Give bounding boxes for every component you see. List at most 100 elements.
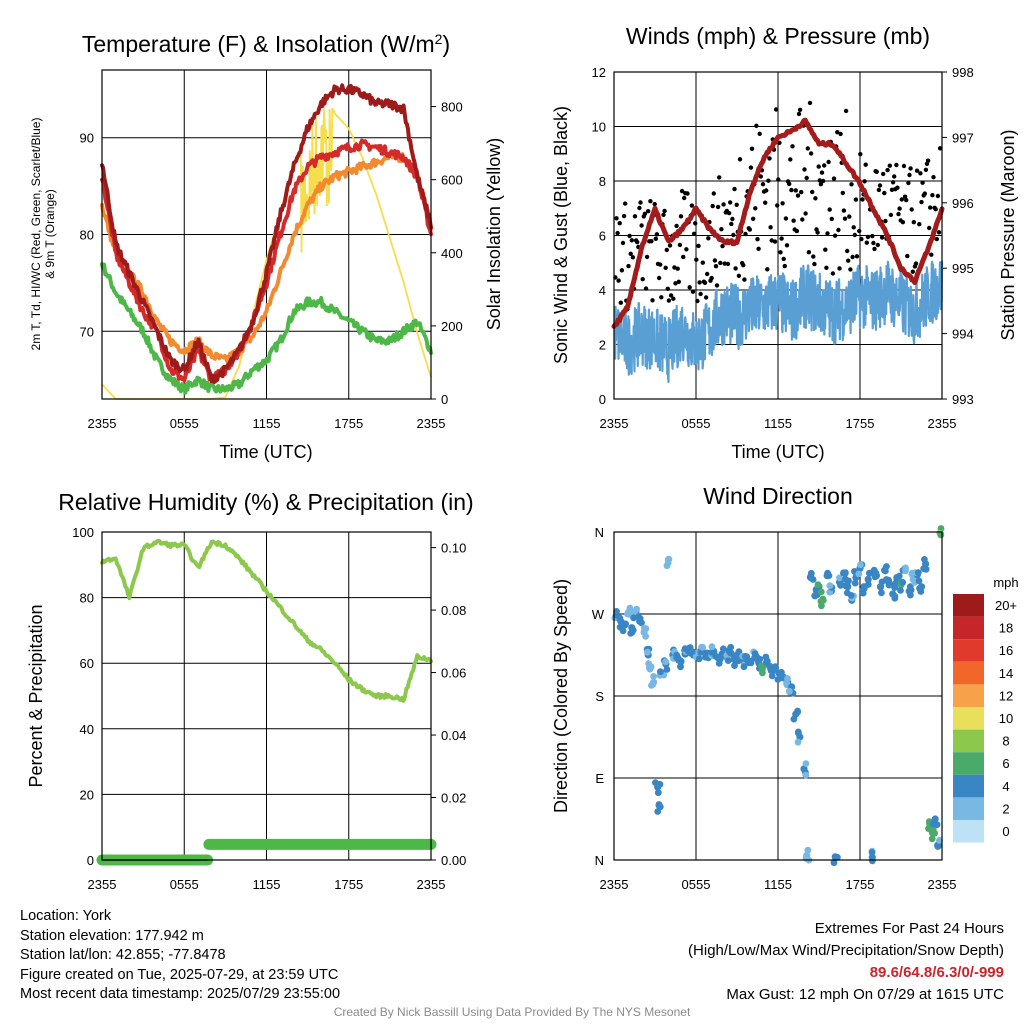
legend-swatch [953,820,984,843]
gust-point [700,260,705,265]
gust-point [917,222,922,227]
x-tick-label: 0555 [170,877,199,892]
gust-point [711,191,716,196]
direction-point [783,679,790,687]
extremes-gust: Max Gust: 12 mph On 07/29 at 1615 UTC [726,986,1004,1003]
gust-point [910,269,915,274]
speed-legend-title: mph [993,575,1018,590]
gust-point [706,236,711,241]
y-tick-label-right: 800 [441,100,463,115]
gust-point [879,235,885,240]
legend-swatch [953,661,984,685]
direction-point [936,837,943,844]
legend-label: 18 [999,621,1013,636]
gust-point [782,263,787,269]
gust-point [668,293,674,298]
humidity-panel: Relative Humidity (%) & Precipitation (i… [26,489,474,892]
gust-point [630,255,636,260]
gust-point [889,187,895,192]
gust-point [676,279,681,284]
legend-label: 16 [999,643,1013,658]
gust-point [840,190,845,196]
gust-point [617,221,622,226]
gust-point [934,236,939,242]
direction-x-ticks: 2355 0555 1155 1755 2355 [600,877,957,892]
gust-point [765,267,770,272]
direction-point [885,581,893,589]
x-tick-label: 2355 [417,416,446,431]
gust-point [811,254,816,259]
gust-point [673,281,678,286]
gust-point [684,247,689,252]
y-tick-label-left: 60 [80,656,94,671]
direction-point [654,808,662,815]
direction-point [626,604,634,612]
gust-point [874,169,879,174]
y-tick-label-right: 997 [952,130,974,145]
winds-title: Winds (mph) & Pressure (mb) [626,23,930,49]
direction-point [928,835,936,843]
gust-point [639,223,644,228]
info-created: Figure created on Tue, 2025-07-29, at 23… [20,966,339,983]
temperature-y-ticks-left: 70 80 90 [80,131,94,340]
gust-point [734,202,739,207]
gust-point [768,225,773,230]
x-tick-label: 2355 [88,877,117,892]
y-tick-label-left: 6 [599,229,606,244]
winds-x-label: Time (UTC) [731,442,824,462]
y-tick-label-right: 994 [952,327,974,342]
direction-point [864,581,872,588]
direction-point [914,569,922,576]
y-tick-label-left: 80 [80,228,94,243]
direction-point [677,663,684,671]
direction-point [897,587,904,594]
y-tick-label-right: 0 [441,392,448,407]
temperature-y-label-right: Solar Insolation (Yellow) [484,138,504,330]
gust-point [773,107,779,112]
x-tick-label: 1755 [846,877,875,892]
direction-point [794,708,802,716]
direction-point [857,561,864,569]
gust-point [877,183,883,188]
gust-point [847,214,852,219]
gust-point [619,268,625,273]
legend-label: 10 [999,711,1013,726]
gust-point [658,262,663,267]
gust-point [930,193,935,198]
gust-point [858,152,863,157]
humidity-x-ticks: 2355 0555 1155 1755 2355 [88,877,446,892]
direction-point [633,605,640,613]
direction-point [891,594,899,602]
legend-label: 6 [1002,756,1009,771]
gust-point [907,172,912,178]
y-tick-label-left: 20 [80,787,94,802]
gust-point [815,230,820,235]
gust-point [882,190,887,196]
gust-point [826,159,831,165]
legend-swatch [953,684,984,707]
y-tick-label-left: 4 [599,283,606,298]
direction-point [802,771,810,779]
y-tick-label-right: 995 [952,261,974,276]
gust-point [895,185,900,190]
y-tick-label-left: 0 [599,392,606,407]
y-tick-label-left: S [595,689,604,704]
y-tick-label-right: 600 [441,173,463,188]
direction-point [809,576,817,583]
temperature-y-ticks-right: 0 200 400 600 800 [441,100,463,407]
direction-point [931,819,938,827]
direction-point [756,655,764,663]
legend-label: 20+ [995,598,1017,613]
gust-point [911,220,916,225]
extremes-heading: Extremes For Past 24 Hours [814,920,1004,937]
direction-point [649,681,657,688]
gust-point [883,218,888,224]
y-tick-label-right: 400 [441,246,463,261]
y-tick-label-left: 40 [80,722,94,737]
gust-point [779,236,784,241]
y-tick-label-right: 0.02 [441,791,466,806]
gust-point [690,289,696,294]
gust-point [918,171,923,176]
gust-point [783,216,789,221]
x-tick-label: 1755 [334,416,363,431]
